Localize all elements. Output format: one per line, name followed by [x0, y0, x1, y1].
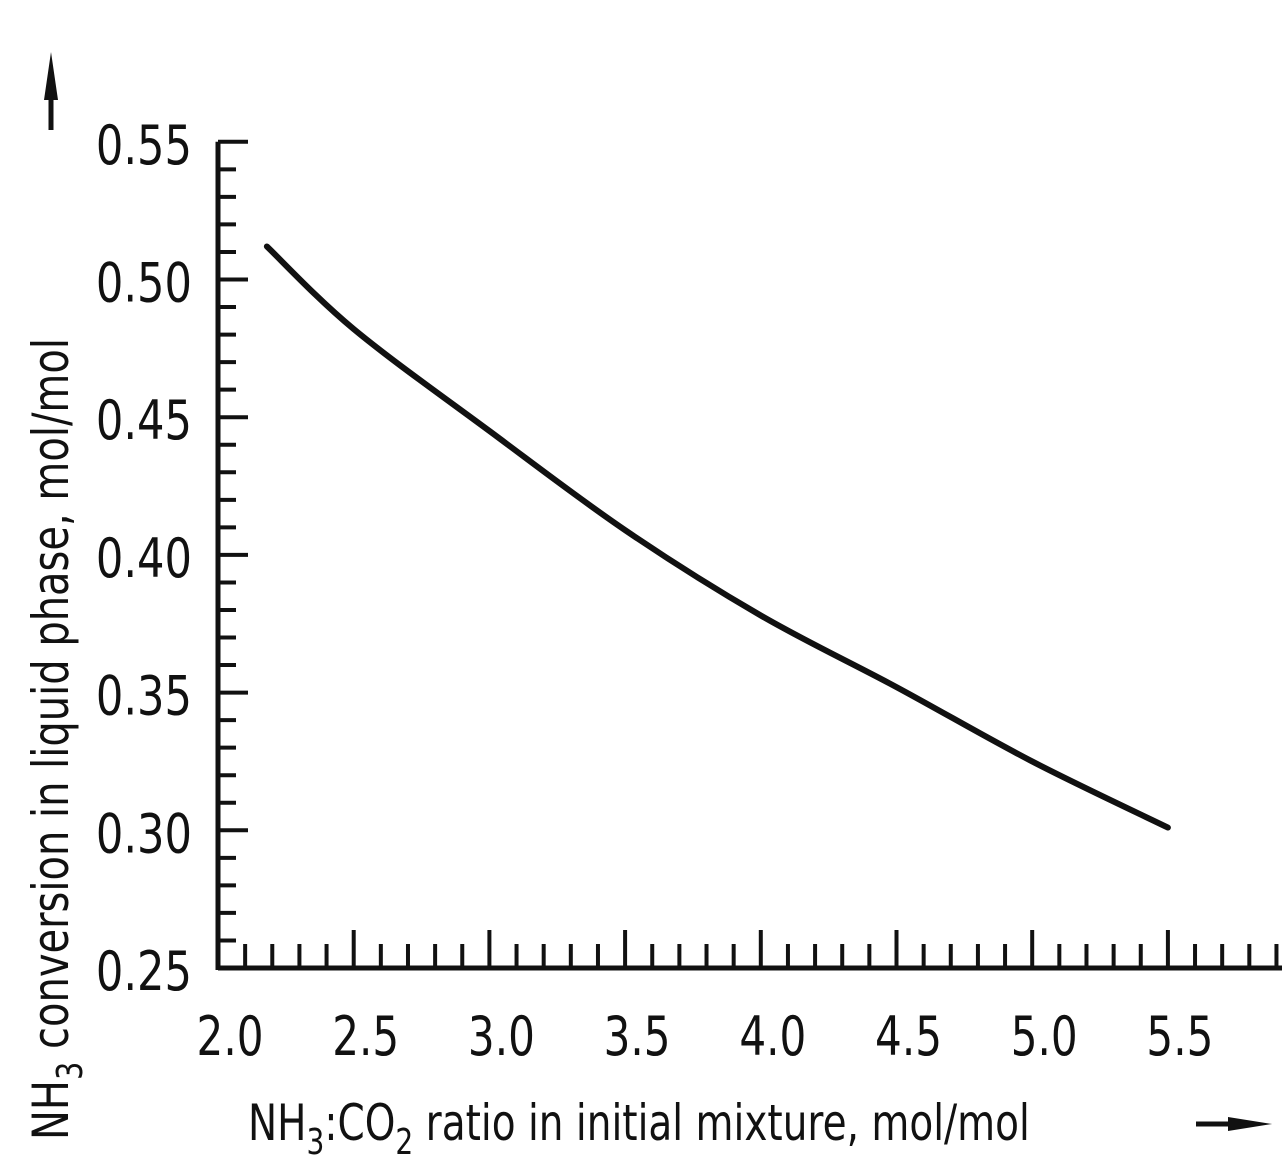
x-tick-label: 4.0 [739, 1006, 806, 1068]
y-tick-label: 0.45 [96, 390, 192, 453]
x-axis-label: NH3:CO2 ratio in initial mixture, mol/mo… [248, 1093, 1030, 1157]
y-axis-arrow-icon [44, 52, 58, 130]
x-tick-label: 5.0 [1011, 1006, 1078, 1068]
x-axis-arrow-icon [1196, 1117, 1272, 1131]
y-tick-label: 0.35 [96, 665, 192, 728]
x-tick-label: 3.0 [468, 1006, 535, 1068]
x-tick-label: 4.5 [875, 1006, 942, 1068]
y-tick-label: 0.55 [96, 114, 192, 177]
y-tick-labels: 0.25 0.30 0.35 0.40 0.45 0.50 0.55 [96, 114, 192, 1003]
y-tick-label: 0.25 [96, 940, 192, 1003]
axis-ticks [215, 139, 1282, 971]
y-axis-label: NH3 conversion in liquid phase, mol/mol [22, 338, 91, 1140]
x-tick-label: 2.0 [197, 1006, 264, 1068]
x-tick-labels: 2.02.53.03.54.04.55.05.56.0 [197, 1006, 1214, 1068]
y-tick-label: 0.30 [96, 803, 192, 866]
x-tick-label: 2.5 [332, 1006, 399, 1068]
x-tick-label: 5.5 [1146, 1006, 1213, 1068]
x-tick-label: 3.5 [604, 1006, 671, 1068]
y-tick-label: 0.50 [96, 252, 192, 315]
data-series-line [263, 243, 1171, 831]
y-tick-label: 0.40 [96, 527, 192, 590]
